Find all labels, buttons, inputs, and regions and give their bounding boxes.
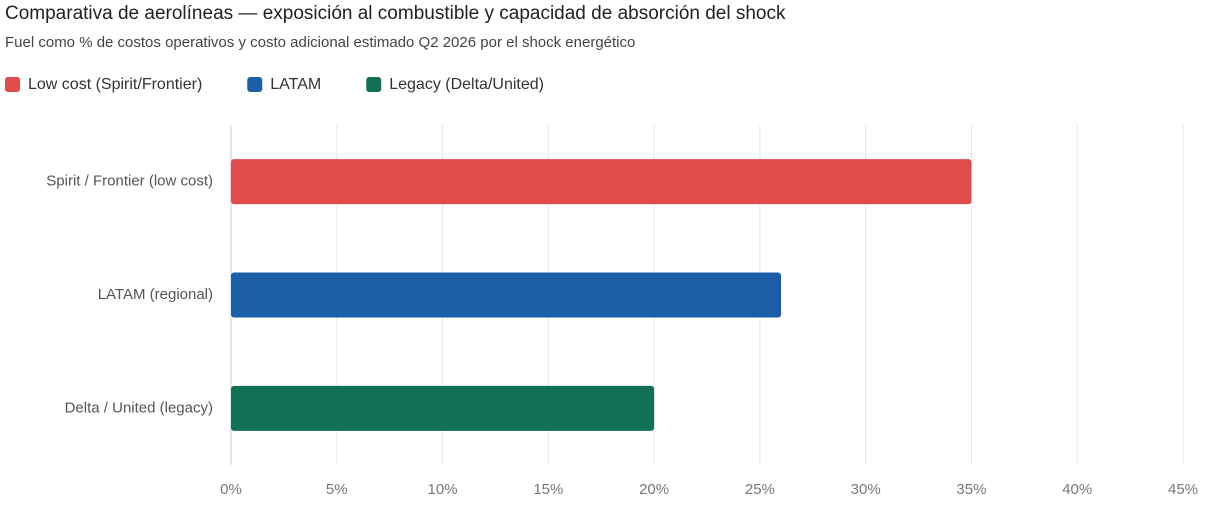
legend-label: Low cost (Spirit/Frontier) [28,76,202,93]
y-tick-label: Spirit / Frontier (low cost) [46,173,213,190]
x-tick-label: 35% [956,481,986,498]
x-tick-label: 25% [745,481,775,498]
legend-label: LATAM [270,76,321,93]
y-tick-label: Delta / United (legacy) [65,399,213,416]
legend: Low cost (Spirit/Frontier) LATAM Legacy (D… [5,76,544,93]
x-tick-label: 40% [1062,481,1092,498]
legend-label: Legacy (Delta/United) [389,76,544,93]
y-tick-label: LATAM (regional) [98,286,213,303]
chart-subtitle: Fuel como % de costos operativos y costo… [5,34,635,51]
legend-swatch [5,77,20,92]
chart-title: Comparativa de aerolíneas — exposición a… [5,3,786,24]
legend-swatch [366,77,382,92]
legend-swatch [247,77,263,92]
x-tick-label: 15% [533,481,563,498]
x-tick-label: 20% [639,481,669,498]
bar [231,272,782,318]
x-tick-label: 45% [1168,481,1198,498]
x-tick-label: 0% [220,481,242,498]
bars [231,159,972,431]
bar [231,159,972,205]
x-tick-label: 10% [428,481,458,498]
bar [231,385,655,431]
x-tick-label: 5% [326,481,348,498]
x-tick-label: 30% [851,481,881,498]
